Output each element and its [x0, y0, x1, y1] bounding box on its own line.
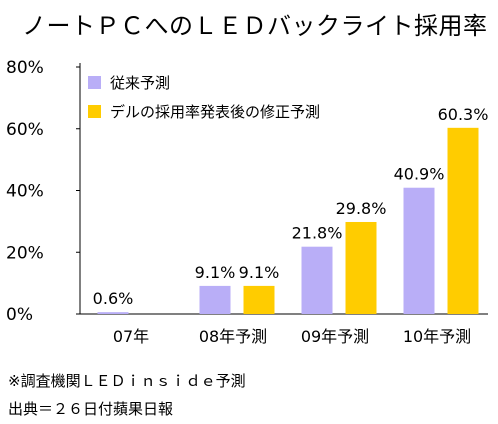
bar-previous-forecast: [97, 312, 129, 314]
data-label: 21.8%: [292, 224, 343, 243]
data-label: 60.3%: [438, 105, 489, 124]
bar-previous-forecast: [301, 246, 333, 314]
x-tick-label: 10年予測: [403, 327, 471, 346]
y-tick-label: 40%: [6, 182, 44, 202]
x-tick-label: 09年予測: [301, 327, 369, 346]
bar-revised-forecast: [345, 221, 377, 314]
legend-swatch: [88, 105, 101, 118]
data-label: 29.8%: [336, 199, 387, 218]
chart-title: ノートＰＣへのＬＥＤバックライト採用率: [22, 12, 488, 40]
data-label: 0.6%: [93, 289, 134, 308]
y-tick-label: 60%: [6, 120, 44, 140]
legend-label: デルの採用率発表後の修正予測: [110, 103, 320, 121]
survey-source-note: ※調査機関ＬＥＤｉｎｓｉｄｅ予測: [8, 372, 246, 390]
x-tick-label: 08年予測: [199, 327, 267, 346]
bar-layer: 0.6% 9.1% 9.1% 21.8% 29.8% 40.9% 60.3%: [93, 105, 489, 314]
data-label: 9.1%: [239, 263, 280, 282]
axis-layer: 0% 20% 40% 60% 80% 07年 08年予測 09年予測 10年予測: [6, 58, 488, 346]
data-label: 40.9%: [394, 165, 445, 184]
publication-source-note: 出典＝２６日付蘋果日報: [8, 400, 174, 418]
y-tick-label: 0%: [6, 305, 33, 325]
legend-swatch: [88, 76, 101, 89]
y-tick-label: 20%: [6, 243, 44, 263]
bar-revised-forecast: [447, 127, 479, 314]
data-label: 9.1%: [195, 263, 236, 282]
y-tick-label: 80%: [6, 58, 44, 78]
legend-label: 従来予測: [110, 74, 170, 92]
bar-revised-forecast: [243, 285, 275, 314]
bar-previous-forecast: [403, 187, 435, 314]
bar-previous-forecast: [199, 285, 231, 314]
x-tick-label: 07年: [113, 327, 149, 346]
